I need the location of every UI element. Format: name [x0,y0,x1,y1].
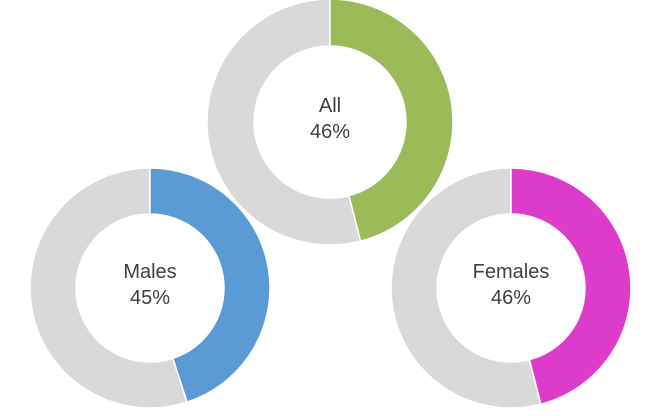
donut-value-females: 46% [491,287,531,309]
donut-value-all: 46% [310,121,350,143]
donut-all: All 46% [206,0,454,246]
slice-value-females [510,167,632,406]
slice-remainder-all [206,0,362,246]
donut-label-males: Males [123,261,176,283]
donut-males: Males 45% [29,167,271,409]
donut-value-males: 45% [130,287,170,309]
donut-label-all: All [319,95,341,117]
slice-value-males [149,167,271,404]
slice-value-all [329,0,454,243]
slice-remainder-males [29,167,189,409]
donut-females: Females 46% [390,167,632,409]
slice-remainder-females [390,167,542,409]
donut-label-females: Females [473,261,550,283]
